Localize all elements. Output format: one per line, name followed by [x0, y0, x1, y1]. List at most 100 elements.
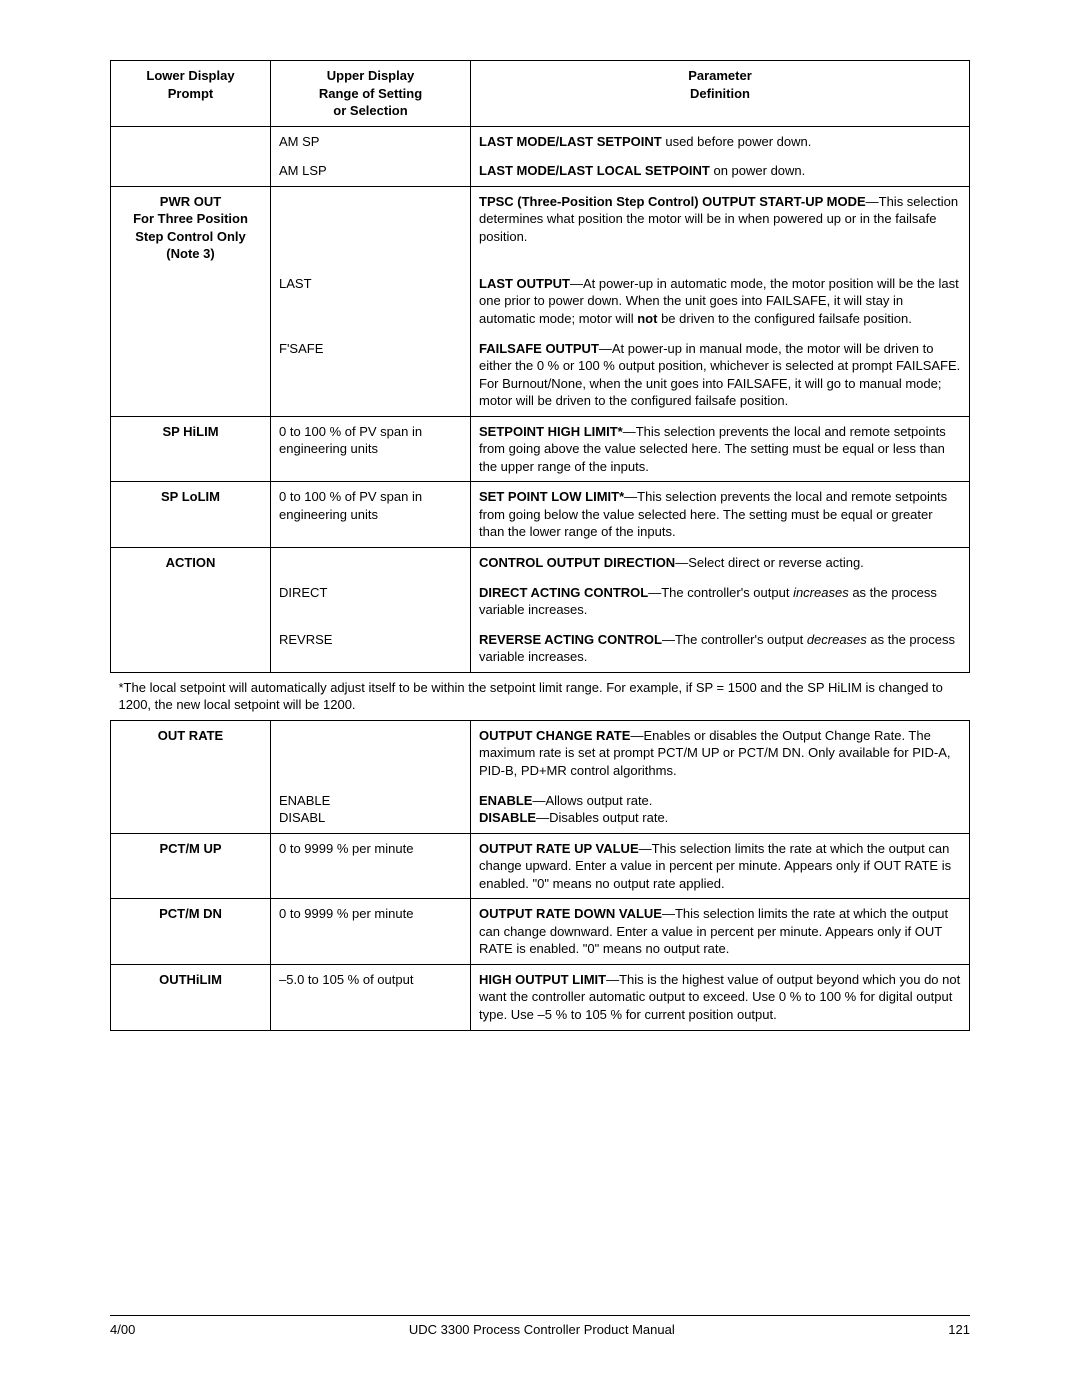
definition-cell: LAST MODE/LAST SETPOINT used before powe…	[471, 126, 970, 156]
range-cell: 0 to 9999 % per minute	[271, 899, 471, 965]
prompt-cell: SP HiLIM	[111, 416, 271, 482]
definition-bold: OUTPUT RATE UP VALUE	[479, 841, 639, 856]
definition-cell: TPSC (Three-Position Step Control) OUTPU…	[471, 186, 970, 269]
header-text: Lower Display	[146, 68, 234, 83]
table-row: ACTION CONTROL OUTPUT DIRECTION—Select d…	[111, 548, 970, 578]
definition-cell: REVERSE ACTING CONTROL—The controller's …	[471, 625, 970, 673]
definition-bold: LAST MODE/LAST LOCAL SETPOINT	[479, 163, 710, 178]
definition-bold: LAST OUTPUT	[479, 276, 570, 291]
definition-bold: OUTPUT CHANGE RATE	[479, 728, 630, 743]
prompt-cell: PCT/M UP	[111, 833, 271, 899]
definition-cell: HIGH OUTPUT LIMIT—This is the highest va…	[471, 964, 970, 1030]
definition-text: on power down.	[710, 163, 805, 178]
table-row: SP LoLIM 0 to 100 % of PV span in engine…	[111, 482, 970, 548]
prompt-cell	[111, 578, 271, 625]
table-row: PCT/M DN 0 to 9999 % per minute OUTPUT R…	[111, 899, 970, 965]
table-row: PWR OUT For Three Position Step Control …	[111, 186, 970, 269]
prompt-subtext: (Note 3)	[166, 246, 214, 261]
definition-cell: FAILSAFE OUTPUT—At power-up in manual mo…	[471, 334, 970, 417]
definition-bold: ENABLE	[479, 793, 532, 808]
prompt-cell	[111, 625, 271, 673]
definition-bold: FAILSAFE OUTPUT	[479, 341, 599, 356]
range-cell: LAST	[271, 269, 471, 334]
prompt-cell: PCT/M DN	[111, 899, 271, 965]
range-cell: 0 to 9999 % per minute	[271, 833, 471, 899]
range-cell	[271, 720, 471, 785]
definition-bold: DIRECT ACTING CONTROL	[479, 585, 648, 600]
definition-cell: LAST OUTPUT—At power-up in automatic mod…	[471, 269, 970, 334]
definition-bold: OUTPUT RATE DOWN VALUE	[479, 906, 662, 921]
header-text: Prompt	[168, 86, 214, 101]
footer-page-number: 121	[948, 1322, 970, 1337]
definition-text: —The controller's output	[648, 585, 793, 600]
table-row: LAST LAST OUTPUT—At power-up in automati…	[111, 269, 970, 334]
prompt-cell	[111, 786, 271, 834]
range-cell: F'SAFE	[271, 334, 471, 417]
prompt-cell	[111, 269, 271, 334]
range-cell: REVRSE	[271, 625, 471, 673]
range-text: DISABL	[279, 810, 325, 825]
table-header-row: Lower Display Prompt Upper Display Range…	[111, 61, 970, 127]
definition-cell: ENABLE—Allows output rate. DISABLE—Disab…	[471, 786, 970, 834]
prompt-cell: SP LoLIM	[111, 482, 271, 548]
footer-title: UDC 3300 Process Controller Product Manu…	[110, 1322, 970, 1337]
prompt-cell: OUTHiLIM	[111, 964, 271, 1030]
parameter-table: Lower Display Prompt Upper Display Range…	[110, 60, 970, 1031]
definition-bold: LAST MODE/LAST SETPOINT	[479, 134, 662, 149]
prompt-text: PWR OUT	[160, 194, 221, 209]
prompt-subtext: Step Control Only	[135, 229, 246, 244]
definition-text: —Disables output rate.	[536, 810, 668, 825]
definition-cell: CONTROL OUTPUT DIRECTION—Select direct o…	[471, 548, 970, 578]
definition-bold: HIGH OUTPUT LIMIT	[479, 972, 606, 987]
definition-cell: LAST MODE/LAST LOCAL SETPOINT on power d…	[471, 156, 970, 186]
table-row: REVRSE REVERSE ACTING CONTROL—The contro…	[111, 625, 970, 673]
range-cell: DIRECT	[271, 578, 471, 625]
prompt-subtext: For Three Position	[133, 211, 248, 226]
page-footer: 4/00 121 UDC 3300 Process Controller Pro…	[110, 1315, 970, 1337]
definition-cell: SETPOINT HIGH LIMIT*—This selection prev…	[471, 416, 970, 482]
footnote-row: *The local setpoint will automatically a…	[111, 672, 970, 720]
table-row: SP HiLIM 0 to 100 % of PV span in engine…	[111, 416, 970, 482]
header-upper-display: Upper Display Range of Setting or Select…	[271, 61, 471, 127]
definition-cell: OUTPUT RATE UP VALUE—This selection limi…	[471, 833, 970, 899]
header-text: Parameter	[688, 68, 752, 83]
definition-italic: decreases	[807, 632, 867, 647]
range-cell: ENABLE DISABL	[271, 786, 471, 834]
table-row: OUT RATE OUTPUT CHANGE RATE—Enables or d…	[111, 720, 970, 785]
table-row: OUTHiLIM –5.0 to 105 % of output HIGH OU…	[111, 964, 970, 1030]
prompt-cell: OUT RATE	[111, 720, 271, 785]
definition-cell: OUTPUT CHANGE RATE—Enables or disables t…	[471, 720, 970, 785]
range-cell: 0 to 100 % of PV span in engineering uni…	[271, 416, 471, 482]
range-text: ENABLE	[279, 793, 330, 808]
range-cell: AM SP	[271, 126, 471, 156]
definition-bold: CONTROL OUTPUT DIRECTION	[479, 555, 675, 570]
header-parameter-definition: Parameter Definition	[471, 61, 970, 127]
range-cell: AM LSP	[271, 156, 471, 186]
definition-bold: DISABLE	[479, 810, 536, 825]
prompt-cell	[111, 126, 271, 156]
header-text: Definition	[690, 86, 750, 101]
definition-bold: SET POINT LOW LIMIT*	[479, 489, 624, 504]
footnote-cell: *The local setpoint will automatically a…	[111, 672, 970, 720]
table-row: ENABLE DISABL ENABLE—Allows output rate.…	[111, 786, 970, 834]
definition-bold: REVERSE ACTING CONTROL	[479, 632, 662, 647]
definition-italic: increases	[793, 585, 849, 600]
range-cell	[271, 548, 471, 578]
prompt-cell	[111, 156, 271, 186]
definition-cell: OUTPUT RATE DOWN VALUE—This selection li…	[471, 899, 970, 965]
definition-text: —The controller's output	[662, 632, 807, 647]
definition-text: be driven to the configured failsafe pos…	[657, 311, 911, 326]
prompt-cell	[111, 334, 271, 417]
table-row: F'SAFE FAILSAFE OUTPUT—At power-up in ma…	[111, 334, 970, 417]
header-lower-display: Lower Display Prompt	[111, 61, 271, 127]
definition-cell: SET POINT LOW LIMIT*—This selection prev…	[471, 482, 970, 548]
definition-text: —Allows output rate.	[532, 793, 652, 808]
footer-date: 4/00	[110, 1322, 135, 1337]
definition-text: used before power down.	[662, 134, 812, 149]
definition-bold: not	[637, 311, 657, 326]
definition-cell: DIRECT ACTING CONTROL—The controller's o…	[471, 578, 970, 625]
prompt-cell: ACTION	[111, 548, 271, 578]
definition-bold: TPSC (Three-Position Step Control) OUTPU…	[479, 194, 866, 209]
table-row: PCT/M UP 0 to 9999 % per minute OUTPUT R…	[111, 833, 970, 899]
table-row: DIRECT DIRECT ACTING CONTROL—The control…	[111, 578, 970, 625]
